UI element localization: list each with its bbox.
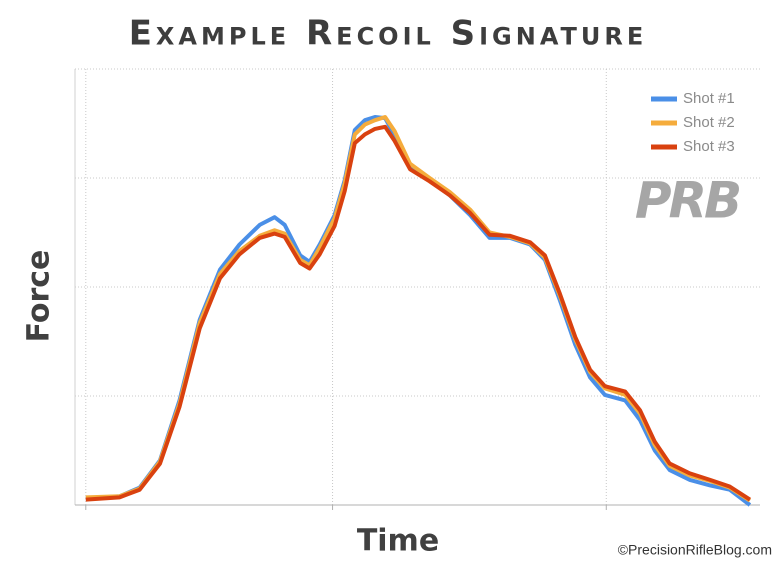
x-axis-label: Time [357, 524, 439, 559]
legend-label: Shot #2 [683, 114, 735, 131]
series-line [85, 115, 751, 503]
y-axis-label: Force [22, 250, 57, 343]
chart-title: Example Recoil Signature [129, 14, 648, 54]
legend-label: Shot #3 [683, 138, 735, 155]
series-line [85, 124, 751, 502]
credit: ©PrecisionRifleBlog.com [618, 542, 772, 558]
logo: PRB [635, 172, 739, 230]
legend-label: Shot #1 [683, 90, 735, 107]
